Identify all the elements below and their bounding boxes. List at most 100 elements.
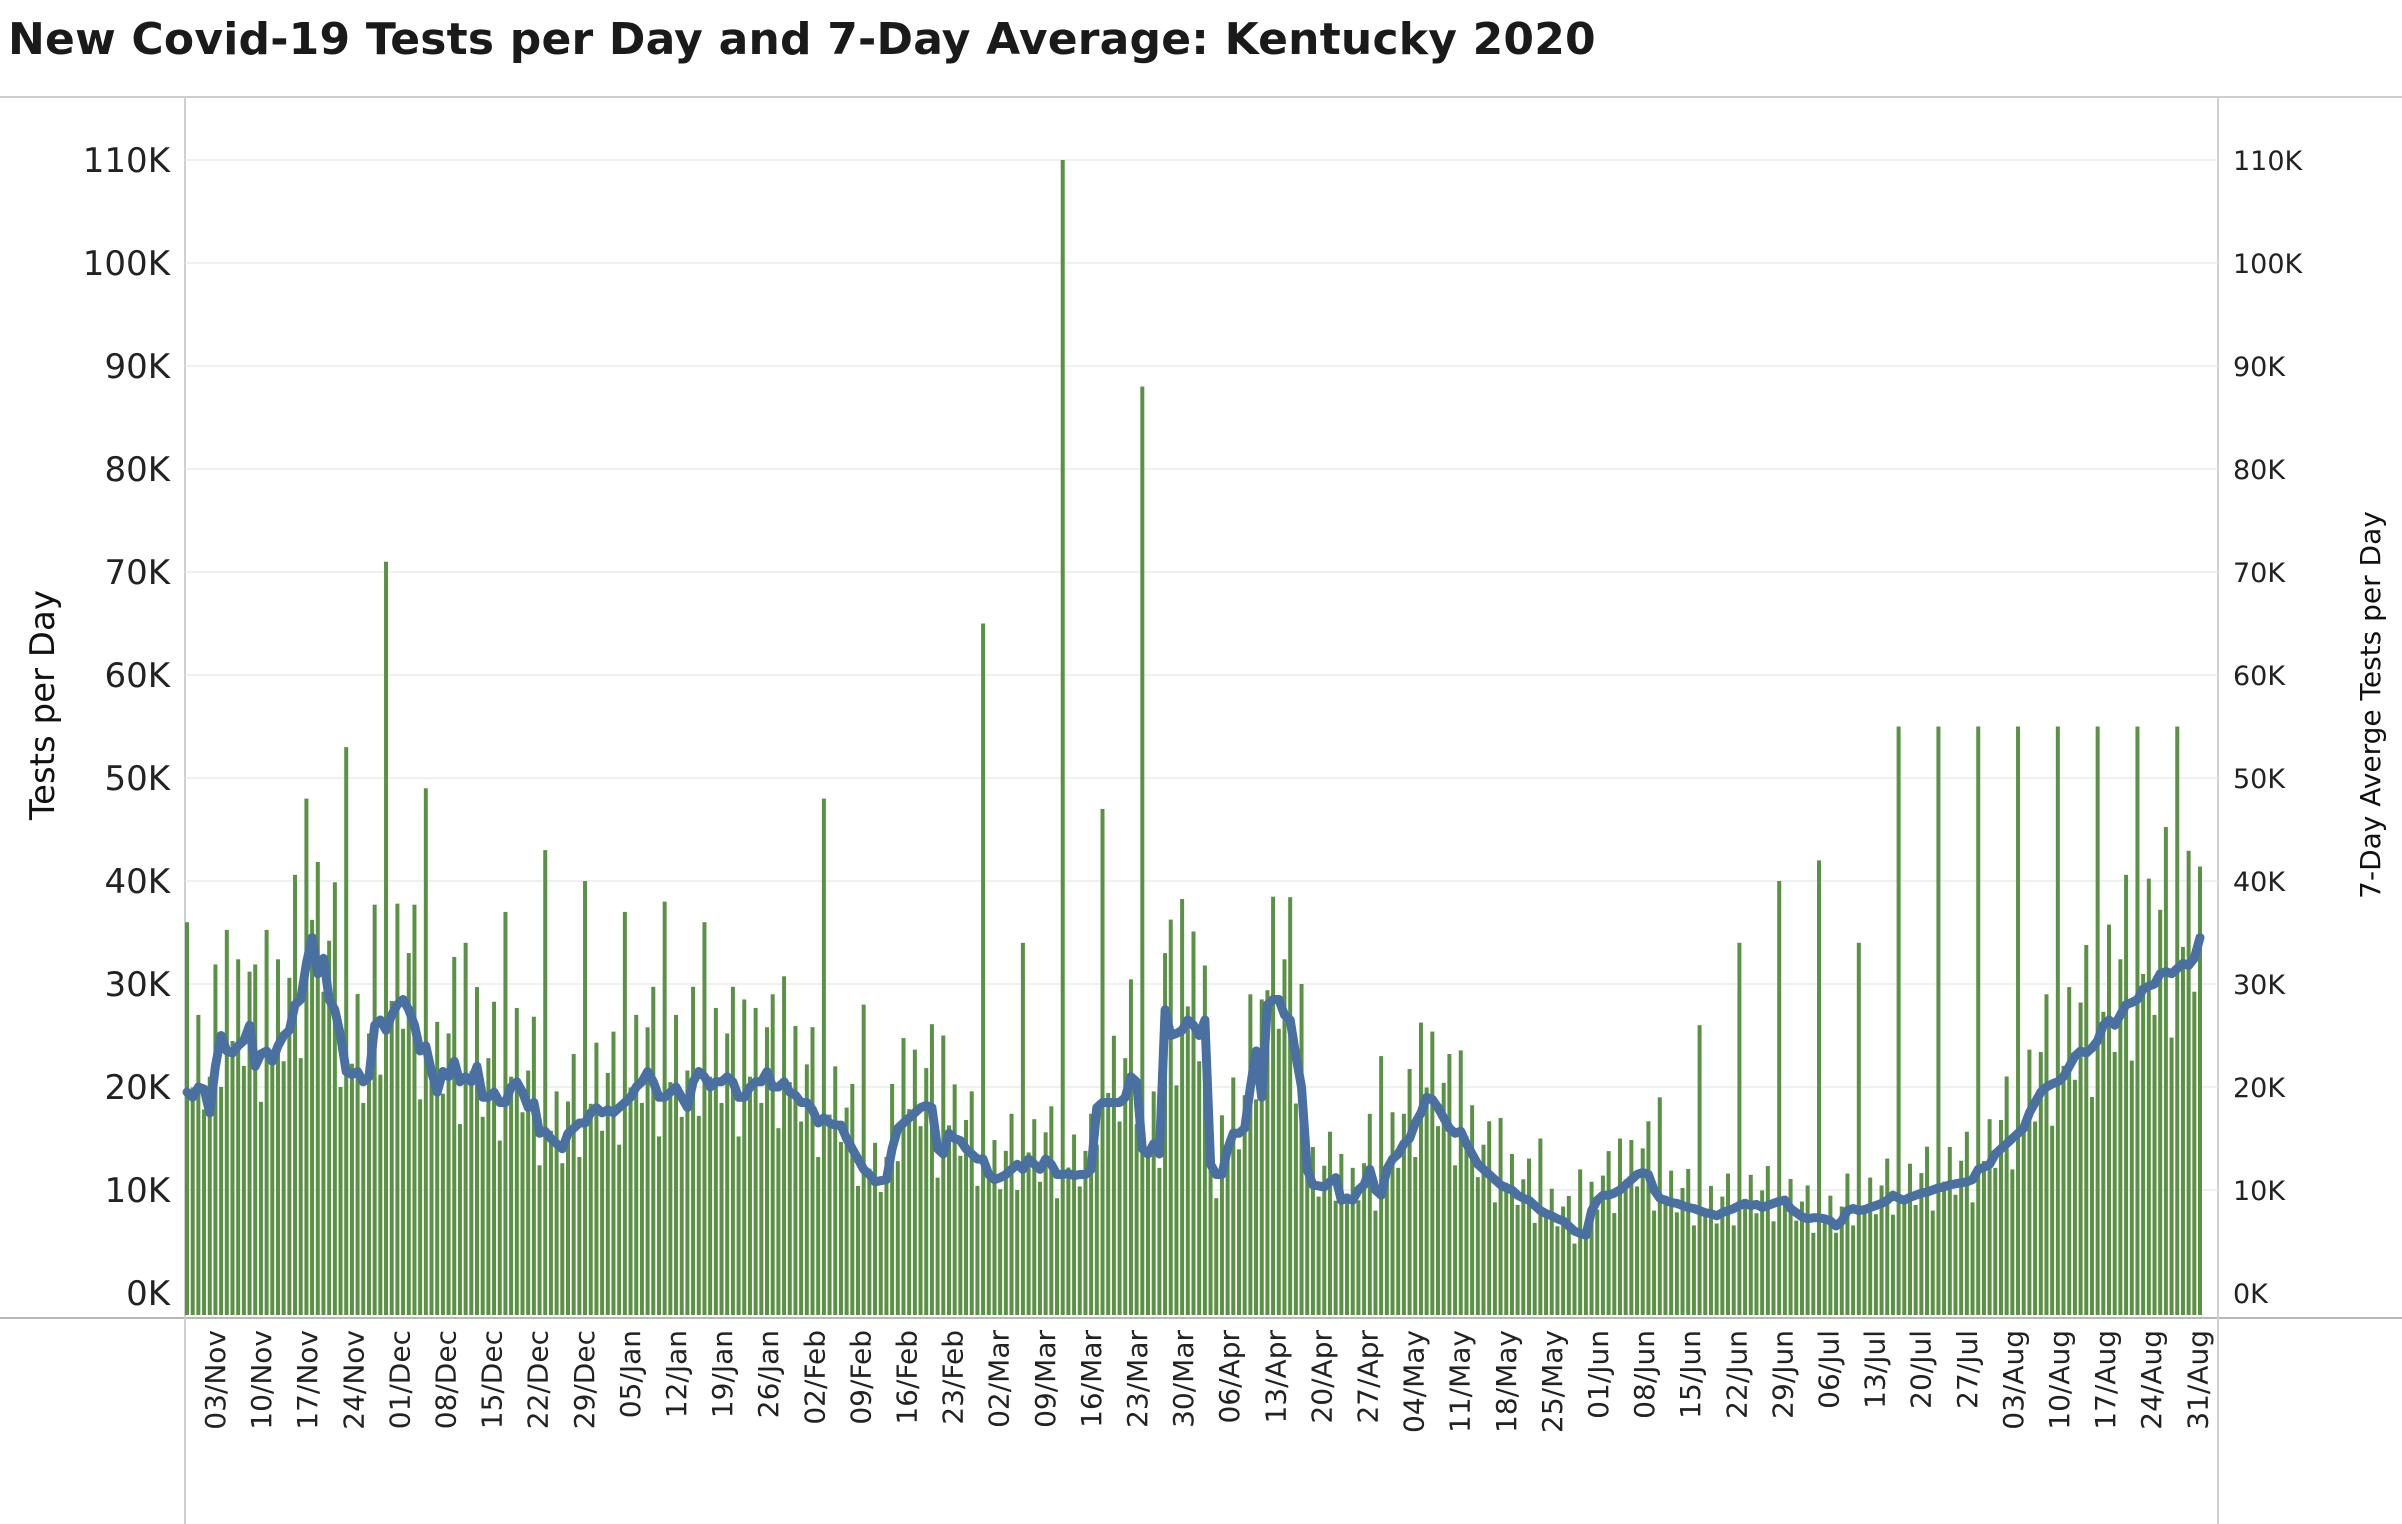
daily-bar	[1834, 1232, 1839, 1315]
daily-bar	[1453, 1165, 1458, 1315]
daily-bar	[645, 1027, 650, 1315]
daily-bar	[366, 1033, 371, 1315]
daily-bar	[1515, 1204, 1520, 1315]
daily-bar	[628, 1087, 633, 1315]
x-tick: 16/Mar	[1075, 1330, 1108, 1428]
daily-bar	[258, 1101, 263, 1315]
daily-bar	[1123, 1058, 1128, 1315]
daily-bar	[1094, 1144, 1099, 1315]
daily-bar	[2021, 1119, 2026, 1315]
x-tick: 23/Mar	[1121, 1330, 1154, 1428]
daily-bar	[1089, 1113, 1094, 1315]
daily-bar	[1902, 1195, 1907, 1315]
daily-bar	[838, 1141, 843, 1315]
daily-bar	[2033, 1121, 2038, 1315]
daily-bar	[890, 1083, 895, 1315]
x-tick: 19/Jan	[706, 1330, 739, 1418]
daily-bar	[1168, 919, 1173, 1315]
daily-bar	[1981, 1161, 1986, 1315]
daily-bar	[1066, 1167, 1071, 1315]
right-y-tick: 20K	[2233, 1073, 2286, 1104]
daily-bar	[1020, 942, 1025, 1315]
daily-bar	[850, 1083, 855, 1315]
daily-bar	[1743, 1198, 1748, 1315]
daily-bar	[537, 1165, 542, 1315]
daily-bar	[594, 1042, 599, 1315]
daily-bar	[639, 1102, 644, 1315]
left-y-tick: 80K	[104, 450, 171, 490]
x-tick: 16/Feb	[891, 1330, 924, 1425]
daily-bar	[457, 1124, 462, 1315]
x-tick: 27/Apr	[1352, 1330, 1385, 1424]
daily-bar	[1799, 1201, 1804, 1315]
daily-bar	[770, 994, 775, 1315]
daily-bar	[230, 1041, 235, 1315]
daily-bar	[1310, 1146, 1315, 1315]
daily-bar	[1572, 1243, 1577, 1315]
avg-line	[182, 933, 2205, 1240]
x-tick: 12/Jan	[660, 1330, 693, 1418]
daily-bar	[1907, 1163, 1912, 1315]
left-y-tick: 60K	[104, 656, 171, 696]
daily-bar	[1754, 1213, 1759, 1315]
daily-bar	[446, 1033, 451, 1315]
daily-bar	[315, 861, 320, 1315]
daily-bar	[338, 1087, 343, 1315]
x-tick: 22/Dec	[522, 1330, 555, 1429]
daily-bar	[1998, 1119, 2003, 1315]
daily-bar	[1504, 1182, 1509, 1315]
daily-bar	[281, 1061, 286, 1315]
daily-bar	[685, 1070, 690, 1315]
daily-bar	[622, 911, 627, 1315]
daily-bar	[418, 1099, 423, 1315]
x-tick: 01/Dec	[383, 1330, 416, 1429]
daily-bar	[1282, 959, 1287, 1315]
daily-bar	[1862, 1205, 1867, 1315]
daily-bar	[384, 561, 389, 1315]
x-tick: 03/Aug	[1997, 1330, 2030, 1430]
daily-bar	[1532, 1222, 1537, 1315]
daily-bar	[1856, 942, 1861, 1315]
daily-bar	[1396, 1167, 1401, 1315]
right-y-tick: 70K	[2233, 558, 2286, 589]
daily-bar	[929, 1024, 934, 1315]
right-y-axis-title: 7-Day Averge Tests per Day	[2354, 511, 2387, 899]
right-y-tick: 80K	[2233, 455, 2286, 486]
daily-bar	[310, 919, 315, 1315]
daily-bar	[1657, 1097, 1662, 1315]
daily-bar	[1777, 881, 1782, 1315]
daily-bar	[918, 1126, 923, 1315]
daily-bar	[185, 922, 189, 1315]
daily-bar	[1293, 1103, 1298, 1315]
daily-bar	[1418, 1022, 1423, 1315]
daily-bar	[1697, 1025, 1702, 1315]
daily-bar	[873, 1142, 878, 1315]
daily-bar	[321, 991, 326, 1315]
daily-bar	[1578, 1169, 1583, 1315]
daily-bar	[924, 1068, 929, 1315]
x-tick: 01/Jun	[1582, 1330, 1615, 1419]
daily-bar	[1128, 979, 1133, 1315]
daily-bar	[719, 1102, 724, 1315]
daily-bar	[1652, 1210, 1657, 1315]
left-y-tick: 100K	[83, 244, 172, 284]
daily-bar	[1527, 1158, 1531, 1315]
x-tick: 09/Mar	[1029, 1330, 1062, 1428]
daily-bar	[1868, 1177, 1873, 1315]
daily-bar	[486, 1058, 491, 1315]
daily-bar	[406, 953, 411, 1315]
right-y-tick-labels: 0K 10K 20K 30K 40K 50K 60K 70K 80K 90K 100K 110K	[2233, 146, 2304, 1310]
daily-bar	[497, 1140, 502, 1315]
daily-bar	[679, 1116, 684, 1315]
daily-bar	[1424, 1087, 1429, 1315]
daily-bar	[2112, 1051, 2117, 1315]
daily-bar	[509, 1076, 514, 1315]
daily-bar	[674, 1014, 679, 1315]
daily-bar	[1254, 1099, 1259, 1315]
daily-bar	[1680, 1187, 1685, 1315]
daily-bar	[1373, 1210, 1378, 1315]
daily-bar	[810, 1027, 815, 1315]
daily-bar	[1822, 1215, 1827, 1315]
daily-bar	[531, 1016, 536, 1315]
daily-bar	[753, 1007, 758, 1315]
